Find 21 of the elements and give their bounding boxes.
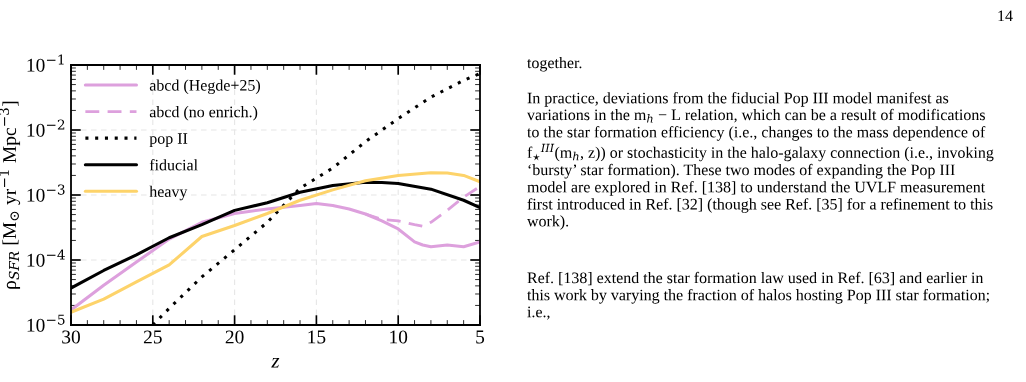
- legend-label: abcd (Hegde+25): [149, 79, 261, 94]
- text: In practice, deviations from the fiducial Pop III model manifest as variations in the m$_{h}$ − L relation, which can be a result of modifications to the star formation efficiency (i.e., changes to the mass dependence of f$_{⋆}$$^{III}$(m$_{h}$, z)) or stochasticity in the halo-galaxy connection (i.e., invoking ‘bursty’ star formation). These two modes of expanding the Pop III model are explored in Ref. [138] to understand the UVLF measurement first introduced in Ref. [32] (though see Ref. [35] for a refinement to this work).: [527, 92, 994, 230]
- legend-label: fiducial: [149, 159, 198, 171]
- legend-label: pop II: [149, 133, 188, 148]
- text: together.: [527, 57, 582, 72]
- x-tick-label: 20: [225, 330, 244, 344]
- legend-label: heavy: [149, 185, 188, 201]
- y-tick-label: 10$^{−4}$: [27, 249, 65, 267]
- y-tick-label: 10$^{−3}$: [27, 184, 65, 202]
- line-series: [71, 171, 480, 314]
- y-tick-label: 10$^{−2}$: [27, 119, 65, 137]
- legend-label: abcd (no enrich.): [149, 106, 258, 121]
- y-tick-label: 10$^{−1}$: [27, 54, 64, 72]
- text: 14: [998, 10, 1013, 22]
- x-tick-label: 15: [308, 330, 326, 344]
- x-tick-label: 30: [62, 330, 80, 344]
- text: Ref. [138] extend the star formation law used in Ref. [63] and earlier in this work by varying the fraction of halos hosting Pop III star formation; i.e.,: [527, 271, 989, 320]
- x-axis-title: z: [271, 357, 280, 368]
- x-tick-label: 25: [143, 330, 162, 344]
- x-tick-label: 10: [390, 330, 408, 344]
- x-tick-label: 5: [476, 330, 485, 344]
